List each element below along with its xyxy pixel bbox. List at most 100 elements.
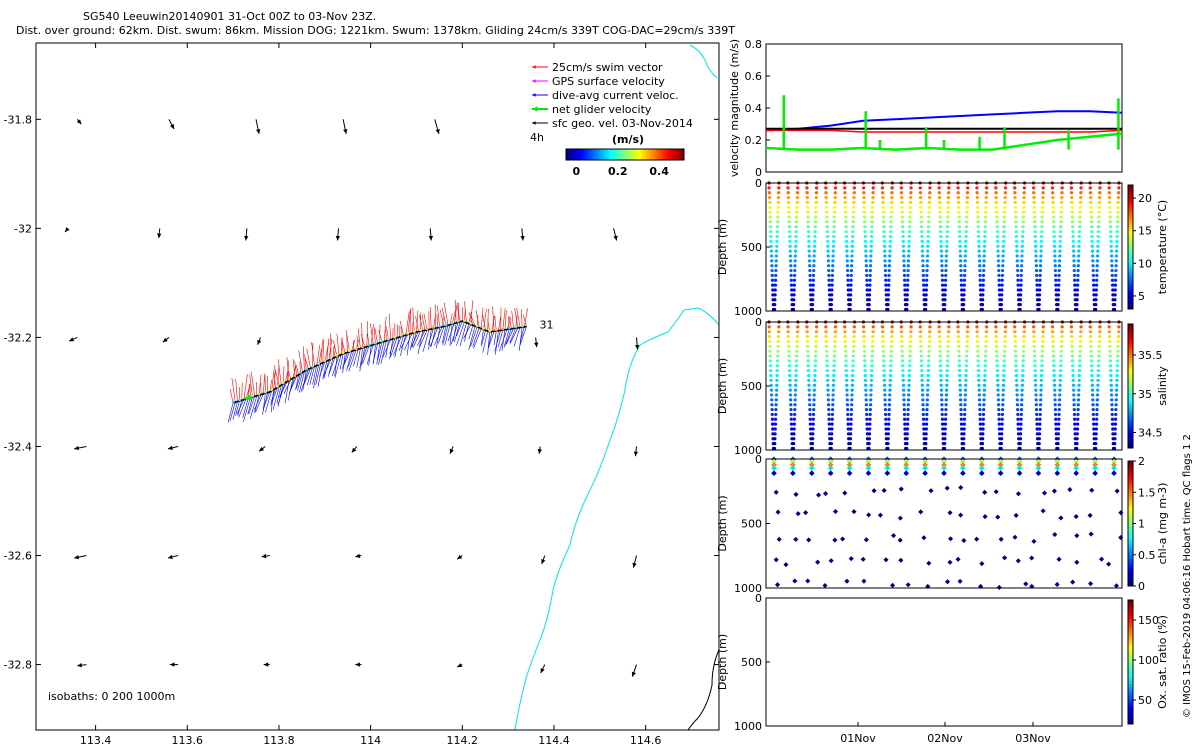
colorbar-cell (680, 149, 683, 160)
sal-point (1114, 398, 1118, 402)
temp-point (908, 210, 912, 214)
temp-point (994, 200, 998, 205)
sal-point (813, 364, 817, 368)
temp-point (1094, 283, 1099, 287)
temp-point (1070, 210, 1074, 214)
dive-avg-vector (319, 361, 326, 377)
temp-point (862, 200, 866, 205)
temp-point (1002, 225, 1006, 229)
colorbar-cell (1128, 441, 1133, 446)
colorbar-cell (662, 149, 665, 160)
chl-point (1054, 470, 1061, 477)
swim-vector (509, 316, 512, 329)
sal-point (843, 344, 848, 348)
temp-point (944, 268, 948, 273)
track-point (387, 338, 390, 341)
temp-point (1098, 191, 1102, 195)
sal-point (826, 378, 830, 382)
track-point (450, 321, 454, 325)
temp-point (883, 273, 888, 278)
colorbar-frame (1127, 184, 1134, 310)
sal-point (1001, 398, 1005, 402)
temp-point (832, 225, 836, 229)
temp-point (907, 234, 911, 239)
temp-point (1032, 205, 1036, 209)
sal-point (957, 359, 961, 363)
temp-point (773, 288, 777, 292)
sal-point (814, 344, 818, 348)
sal-point (824, 325, 828, 329)
sal-point (808, 427, 813, 431)
temp-point (1077, 249, 1081, 253)
swim-vector (423, 313, 428, 330)
temp-point (977, 254, 981, 258)
sal-point (905, 437, 909, 441)
chl-point (898, 557, 904, 563)
sal-point (792, 437, 796, 441)
sal-point (1033, 369, 1037, 373)
temp-point (1034, 254, 1038, 258)
sal-point (1091, 398, 1095, 402)
swim-vector (251, 371, 255, 397)
temp-point (881, 210, 885, 214)
sal-point (926, 378, 930, 382)
sal-point (863, 359, 867, 363)
track-point (463, 319, 466, 323)
sal-point (900, 334, 904, 339)
dive-avg-vector (454, 321, 461, 343)
sal-point (943, 427, 947, 431)
sal-point (851, 354, 855, 358)
sal-point (921, 412, 925, 417)
temp-point (1078, 220, 1082, 224)
sal-point (863, 373, 867, 378)
x-tick-label: 113.4 (80, 734, 112, 747)
dive-avg-vector (513, 327, 521, 347)
colorbar-cell (1128, 717, 1133, 722)
temp-point (774, 264, 778, 268)
temp-point (959, 268, 963, 273)
sal-point (868, 403, 873, 407)
temp-point (833, 210, 837, 214)
track-point (231, 400, 235, 404)
sal-point (918, 330, 923, 334)
sal-point (806, 364, 810, 368)
sal-point (769, 383, 773, 387)
temp-point (906, 273, 910, 278)
temp-point (957, 225, 962, 229)
sal-point (994, 330, 998, 334)
temp-point (1059, 205, 1064, 209)
sal-point (1108, 344, 1112, 348)
chl-point (1099, 556, 1105, 562)
sal-point (1002, 354, 1007, 358)
temp-point (1107, 195, 1112, 200)
temp-point (769, 234, 773, 239)
chl-point (883, 557, 889, 563)
sal-point (943, 417, 948, 421)
sal-point (939, 393, 944, 397)
dive-avg-vector (348, 350, 355, 367)
sal-point (806, 369, 811, 373)
dive-avg-vector (249, 395, 258, 419)
sal-point (981, 432, 985, 436)
dive-avg-vector (398, 335, 404, 351)
temp-point (1052, 234, 1056, 239)
dive-avg-vector (442, 325, 447, 344)
sal-point (978, 427, 983, 431)
temp-point (1095, 264, 1099, 268)
chl-point (993, 489, 999, 495)
sal-point (811, 412, 816, 417)
temp-point (1072, 249, 1076, 253)
sal-point (958, 378, 962, 382)
sal-point (864, 398, 868, 402)
x-tick-label: 113.8 (263, 734, 295, 747)
temp-point (919, 215, 923, 219)
temp-point (1089, 220, 1094, 224)
sal-point (790, 427, 794, 431)
temp-point (1018, 298, 1023, 302)
sal-point (888, 383, 892, 387)
swim-vector (514, 308, 519, 328)
colorbar-cell (1128, 495, 1133, 499)
swim-vector (287, 368, 292, 380)
temp-point (846, 273, 850, 278)
